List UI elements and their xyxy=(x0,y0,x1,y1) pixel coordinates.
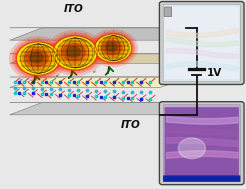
Circle shape xyxy=(88,29,138,67)
Circle shape xyxy=(59,40,90,64)
Polygon shape xyxy=(10,28,192,40)
Text: e⁻: e⁻ xyxy=(19,78,24,82)
Circle shape xyxy=(15,41,62,77)
Circle shape xyxy=(22,46,52,70)
Polygon shape xyxy=(10,102,192,115)
FancyBboxPatch shape xyxy=(165,7,239,79)
FancyBboxPatch shape xyxy=(159,2,244,84)
Circle shape xyxy=(53,36,97,70)
Circle shape xyxy=(62,43,86,61)
Text: ITO: ITO xyxy=(64,4,84,14)
Circle shape xyxy=(56,38,93,67)
Circle shape xyxy=(93,33,133,64)
Circle shape xyxy=(16,42,60,75)
FancyBboxPatch shape xyxy=(165,107,239,179)
Circle shape xyxy=(29,52,44,63)
Text: ITO: ITO xyxy=(121,120,140,130)
Circle shape xyxy=(97,36,128,60)
Circle shape xyxy=(95,34,132,62)
Circle shape xyxy=(9,36,67,81)
FancyBboxPatch shape xyxy=(163,175,240,182)
FancyBboxPatch shape xyxy=(159,102,244,185)
Circle shape xyxy=(12,39,64,79)
Circle shape xyxy=(100,38,125,58)
Circle shape xyxy=(91,31,135,65)
Circle shape xyxy=(65,46,81,58)
Text: e⁻: e⁻ xyxy=(56,74,61,77)
Circle shape xyxy=(25,49,49,67)
Circle shape xyxy=(178,138,205,159)
Circle shape xyxy=(19,44,56,72)
Text: 1V: 1V xyxy=(207,68,222,78)
Circle shape xyxy=(105,42,118,52)
FancyBboxPatch shape xyxy=(163,105,240,182)
FancyBboxPatch shape xyxy=(164,7,172,17)
Circle shape xyxy=(45,30,105,76)
Text: e⁻: e⁻ xyxy=(93,70,98,74)
Circle shape xyxy=(51,35,99,71)
Polygon shape xyxy=(10,54,192,63)
Circle shape xyxy=(48,33,102,73)
FancyBboxPatch shape xyxy=(163,4,240,82)
Polygon shape xyxy=(10,77,192,87)
Circle shape xyxy=(102,40,122,55)
